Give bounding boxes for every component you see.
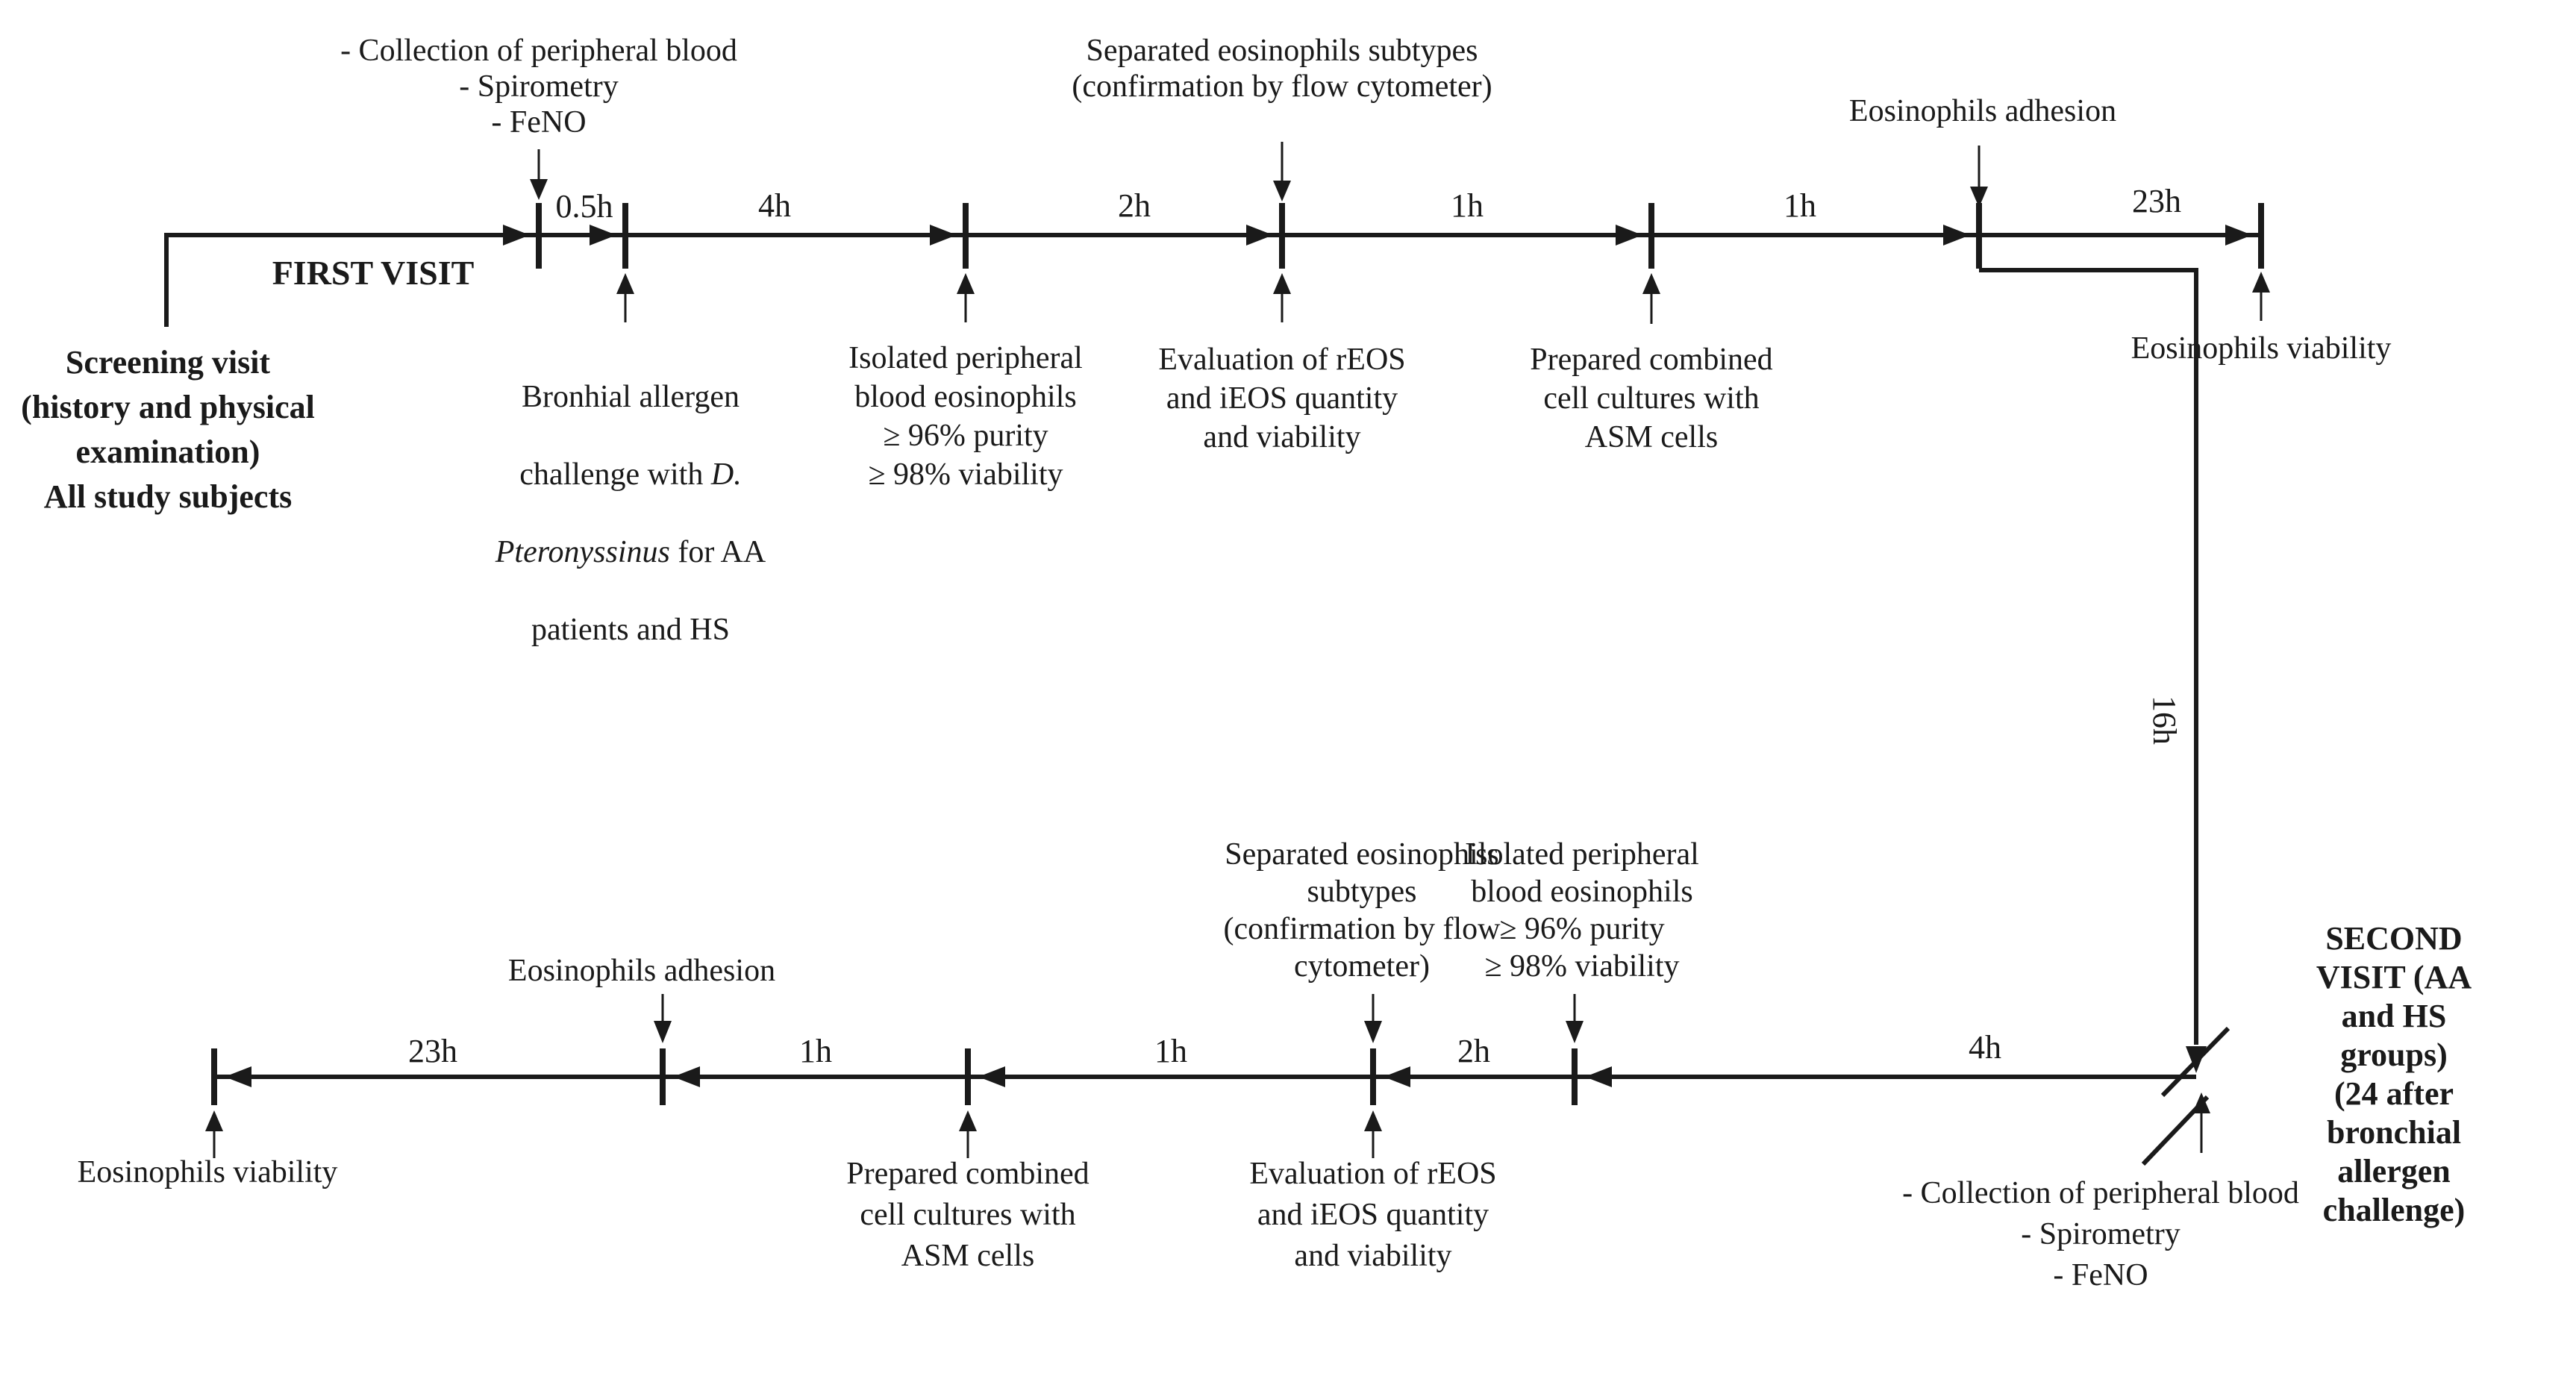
duration-2h-top: 2h — [1118, 187, 1151, 224]
screening-note: Screening visit (history and physical ex… — [21, 344, 315, 515]
arrow-up-icon — [2192, 1092, 2210, 1113]
duration-05h-top: 0.5h — [555, 188, 613, 225]
arrow-right-icon — [1246, 225, 1273, 246]
second-visit-label: SECOND VISIT (AA and HS groups) (24 afte… — [2316, 920, 2472, 1228]
arrow-up-icon — [957, 273, 975, 294]
bronchial-challenge-note: Bronhial allergen challenge with D. Pter… — [495, 339, 766, 688]
eosinophils-adhesion-note-top: Eosinophils adhesion — [1848, 94, 2117, 128]
arrow-right-icon — [590, 225, 616, 246]
arrow-right-icon — [1943, 225, 1970, 246]
bottom-arrowheads — [225, 1066, 1612, 1087]
duration-23h-top: 23h — [2132, 183, 2181, 219]
arrow-left-icon — [978, 1066, 1005, 1087]
top-arrowheads — [503, 225, 2252, 1073]
arrow-down-icon — [530, 179, 548, 200]
arrow-up-icon — [616, 273, 634, 294]
eosinophils-viability-note-top: Eosinophils viability — [2130, 331, 2392, 366]
prepared-cultures-note-bottom: Prepared combined cell cultures with ASM… — [846, 1157, 1090, 1273]
bronchial-line: patients and HS — [531, 613, 730, 647]
isolated-eosinophils-note-bottom: Isolated peripheral blood eosinophils ≥ … — [1465, 837, 1699, 984]
bronchial-line: Pteronyssinus for AA — [495, 533, 766, 572]
arrow-right-icon — [2225, 225, 2252, 246]
evaluation-note-bottom: Evaluation of rEOS and iEOS quantity and… — [1249, 1157, 1497, 1273]
arrow-down-icon — [1970, 187, 1988, 207]
arrow-right-icon — [1616, 225, 1642, 246]
bronchial-text: for AA — [669, 535, 766, 569]
duration-4h-bottom: 4h — [1969, 1029, 2001, 1066]
collection-note-top: - Collection of peripheral blood - Spiro… — [340, 34, 737, 140]
arrow-up-icon — [1364, 1110, 1382, 1131]
duration-1h-a-top: 1h — [1451, 187, 1484, 224]
bronchial-text: challenge with — [519, 457, 711, 492]
top-annotation-arrows — [530, 142, 2270, 324]
separated-subtypes-note-bottom: Separated eosinophils subtypes (confirma… — [1223, 837, 1501, 984]
evaluation-note-top: Evaluation of rEOS and iEOS quantity and… — [1158, 343, 1406, 454]
arrow-down-icon — [1273, 181, 1291, 201]
arrow-left-icon — [225, 1066, 251, 1087]
arrow-down-icon — [1566, 1021, 1584, 1043]
isolated-eosinophils-note-top: Isolated peripheral blood eosinophils ≥ … — [848, 341, 1083, 492]
first-visit-label: FIRST VISIT — [272, 254, 475, 292]
arrow-up-icon — [959, 1110, 977, 1131]
bronchial-italic: D. — [710, 457, 742, 492]
arrow-down-icon — [654, 1021, 672, 1043]
arrow-up-icon — [1642, 273, 1660, 294]
collection-note-bottom: - Collection of peripheral blood - Spiro… — [1902, 1176, 2299, 1292]
bottom-timeline-ticks — [211, 1048, 1578, 1105]
arrow-down-icon — [1364, 1021, 1382, 1043]
duration-16h-connector: 16h — [2146, 695, 2183, 745]
duration-4h-top: 4h — [758, 187, 791, 224]
arrow-right-icon — [503, 225, 530, 246]
eosinophils-adhesion-note-bottom: Eosinophils adhesion — [507, 954, 776, 988]
duration-2h-bottom: 2h — [1457, 1033, 1490, 1069]
duration-1h-b-bottom: 1h — [799, 1033, 832, 1069]
bronchial-line: Bronhial allergen — [522, 380, 740, 414]
arrow-up-icon — [2252, 272, 2270, 293]
top-timeline-ticks — [536, 203, 2264, 269]
bronchial-italic: Pteronyssinus — [495, 535, 670, 569]
sixteen-hour-connector-line — [1979, 268, 2198, 1045]
bronchial-line: challenge with D. — [495, 455, 766, 494]
duration-1h-b-top: 1h — [1783, 187, 1816, 224]
duration-1h-a-bottom: 1h — [1154, 1033, 1187, 1069]
arrow-down-icon — [2186, 1046, 2207, 1073]
bottom-annotation-arrows — [205, 994, 2210, 1158]
arrow-left-icon — [1585, 1066, 1612, 1087]
arrow-up-icon — [1273, 273, 1291, 294]
eosinophils-viability-note-bottom: Eosinophils viability — [77, 1155, 338, 1189]
arrow-right-icon — [930, 225, 957, 246]
arrow-up-icon — [205, 1110, 223, 1131]
prepared-cultures-note-top: Prepared combined cell cultures with ASM… — [1530, 343, 1773, 454]
arrow-left-icon — [1384, 1066, 1410, 1087]
separated-subtypes-note-top: Separated eosinophils subtypes (confirma… — [1072, 34, 1492, 104]
duration-23h-bottom: 23h — [408, 1033, 457, 1069]
arrow-left-icon — [673, 1066, 700, 1087]
